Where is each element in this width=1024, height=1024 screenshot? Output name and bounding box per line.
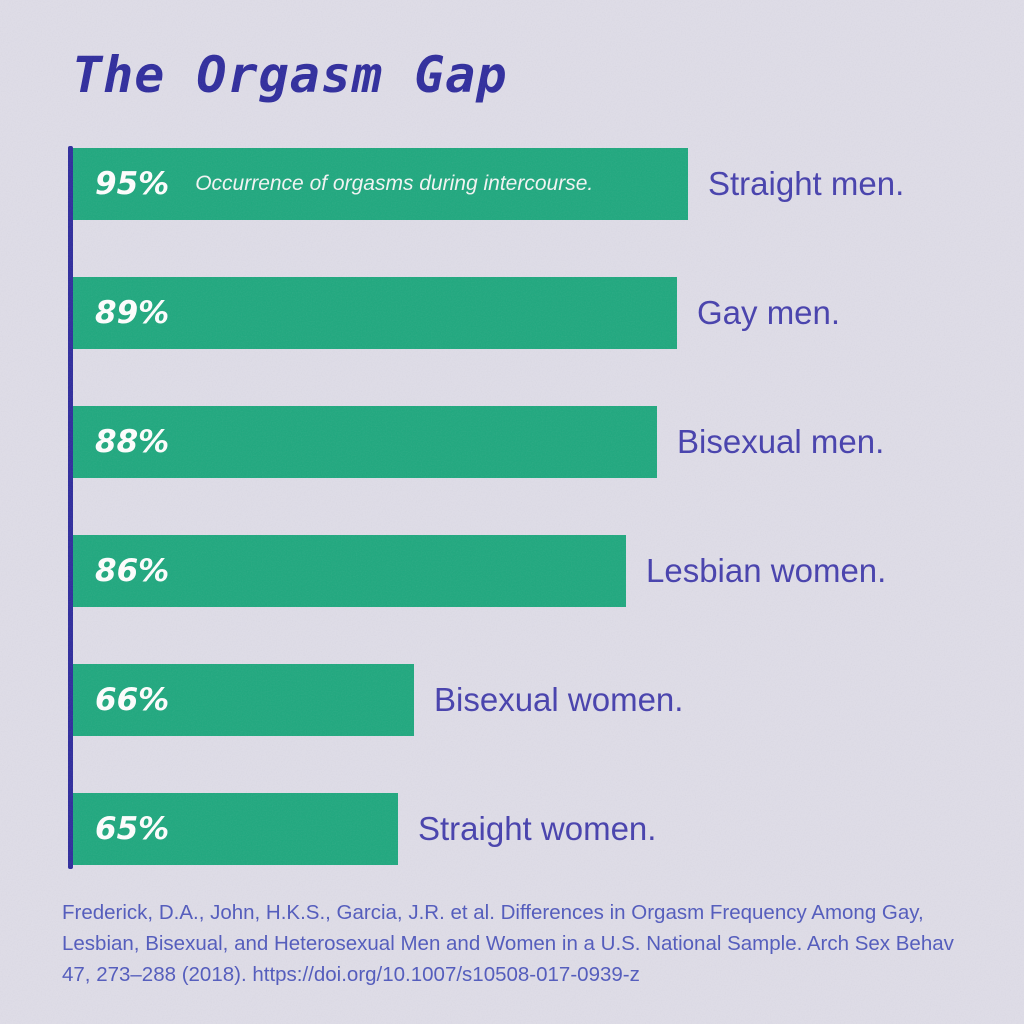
bar-value-label: 95% xyxy=(95,166,170,202)
bar-row-gay-men: 89% Gay men. xyxy=(73,277,1008,349)
page-title: The Orgasm Gap xyxy=(72,46,508,104)
bar-straight-men: 95% Occurrence of orgasms during interco… xyxy=(73,148,688,220)
bar-value-label: 89% xyxy=(95,295,170,331)
bar-lesbian-women: 86% xyxy=(73,535,626,607)
bar-straight-women: 65% xyxy=(73,793,398,865)
bar-gay-men: 89% xyxy=(73,277,677,349)
bar-chart: 95% Occurrence of orgasms during interco… xyxy=(68,146,1008,869)
bar-row-bisexual-men: 88% Bisexual men. xyxy=(73,406,1008,478)
bar-row-bisexual-women: 66% Bisexual women. xyxy=(73,664,1008,736)
bar-rows: 95% Occurrence of orgasms during interco… xyxy=(68,148,1008,865)
bar-bisexual-men: 88% xyxy=(73,406,657,478)
bar-row-straight-men: 95% Occurrence of orgasms during interco… xyxy=(73,148,1008,220)
bar-value-label: 88% xyxy=(95,424,170,460)
category-label-straight-men: Straight men. xyxy=(708,165,905,202)
category-label-gay-men: Gay men. xyxy=(697,294,841,331)
bar-row-lesbian-women: 86% Lesbian women. xyxy=(73,535,1008,607)
category-label-bisexual-women: Bisexual women. xyxy=(434,681,684,718)
bar-value-label: 65% xyxy=(95,811,170,847)
category-label-straight-women: Straight women. xyxy=(418,810,657,847)
bar-value-label: 66% xyxy=(95,682,170,718)
bar-bisexual-women: 66% xyxy=(73,664,414,736)
category-label-lesbian-women: Lesbian women. xyxy=(646,552,887,589)
source-citation: Frederick, D.A., John, H.K.S., Garcia, J… xyxy=(62,901,954,986)
y-axis-line xyxy=(68,146,73,869)
category-label-bisexual-men: Bisexual men. xyxy=(677,423,885,460)
chart-annotation: Occurrence of orgasms during intercourse… xyxy=(195,172,594,195)
bar-value-label: 86% xyxy=(95,553,170,589)
bar-row-straight-women: 65% Straight women. xyxy=(73,793,1008,865)
